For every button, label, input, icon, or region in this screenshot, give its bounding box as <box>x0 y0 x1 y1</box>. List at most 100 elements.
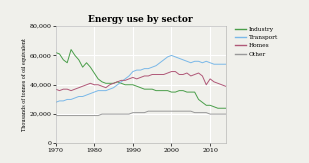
Other <box>104 113 108 115</box>
Homes <box>139 76 142 78</box>
Industry <box>220 107 223 109</box>
Homes <box>77 87 81 89</box>
Homes <box>108 84 112 86</box>
Other <box>119 113 123 115</box>
Industry <box>123 84 127 86</box>
Line: Other: Other <box>56 111 226 116</box>
Homes <box>116 81 119 83</box>
Homes <box>73 88 77 90</box>
Other <box>69 115 73 117</box>
Industry <box>201 101 204 103</box>
Other <box>100 113 104 115</box>
Transport <box>181 59 185 61</box>
Industry <box>119 82 123 84</box>
Other <box>57 115 61 117</box>
Industry <box>150 88 154 90</box>
Industry <box>170 91 173 93</box>
Industry <box>69 49 73 51</box>
Other <box>85 115 88 117</box>
Industry <box>135 85 138 87</box>
Transport <box>208 62 212 64</box>
Transport <box>150 66 154 68</box>
Transport <box>185 60 189 62</box>
Homes <box>212 81 216 83</box>
Transport <box>54 101 57 103</box>
Transport <box>88 93 92 95</box>
Other <box>127 113 131 115</box>
Title: Energy use by sector: Energy use by sector <box>88 15 193 24</box>
Industry <box>216 107 220 109</box>
Industry <box>185 91 189 93</box>
Industry <box>193 91 197 93</box>
Transport <box>224 63 227 65</box>
Homes <box>216 82 220 84</box>
Other <box>146 110 150 112</box>
Industry <box>65 62 69 64</box>
Industry <box>61 59 65 61</box>
Other <box>224 113 227 115</box>
Transport <box>116 84 119 86</box>
Homes <box>189 75 193 77</box>
Transport <box>166 56 169 58</box>
Other <box>158 110 162 112</box>
Transport <box>212 63 216 65</box>
Homes <box>131 76 135 78</box>
Transport <box>123 78 127 80</box>
Homes <box>88 82 92 84</box>
Other <box>189 110 193 112</box>
Other <box>201 112 204 114</box>
Homes <box>96 84 100 86</box>
Transport <box>104 90 108 92</box>
Industry <box>127 84 131 86</box>
Industry <box>224 107 227 109</box>
Transport <box>127 75 131 77</box>
Other <box>162 110 166 112</box>
Homes <box>201 75 204 77</box>
Transport <box>69 98 73 100</box>
Homes <box>162 74 166 75</box>
Homes <box>123 79 127 81</box>
Line: Industry: Industry <box>56 50 226 108</box>
Other <box>139 112 142 114</box>
Transport <box>65 98 69 100</box>
Industry <box>162 90 166 92</box>
Transport <box>142 68 146 70</box>
Industry <box>212 106 216 108</box>
Industry <box>146 88 150 90</box>
Homes <box>170 71 173 73</box>
Transport <box>92 91 96 93</box>
Transport <box>201 62 204 64</box>
Transport <box>112 87 115 89</box>
Line: Transport: Transport <box>56 55 226 102</box>
Other <box>173 110 177 112</box>
Homes <box>57 90 61 92</box>
Homes <box>104 87 108 89</box>
Transport <box>96 90 100 92</box>
Transport <box>135 69 138 71</box>
Homes <box>119 79 123 81</box>
Industry <box>189 91 193 93</box>
Transport <box>177 57 181 59</box>
Homes <box>197 72 200 74</box>
Industry <box>54 52 57 53</box>
Other <box>135 112 138 114</box>
Other <box>177 110 181 112</box>
Transport <box>61 100 65 102</box>
Homes <box>158 74 162 75</box>
Other <box>108 113 112 115</box>
Industry <box>173 91 177 93</box>
Transport <box>146 68 150 70</box>
Transport <box>131 71 135 73</box>
Other <box>116 113 119 115</box>
Industry <box>177 90 181 92</box>
Industry <box>208 104 212 106</box>
Transport <box>162 59 166 61</box>
Other <box>208 113 212 115</box>
Homes <box>146 75 150 77</box>
Other <box>77 115 81 117</box>
Other <box>96 115 100 117</box>
Other <box>112 113 115 115</box>
Homes <box>65 88 69 90</box>
Other <box>61 115 65 117</box>
Homes <box>166 72 169 74</box>
